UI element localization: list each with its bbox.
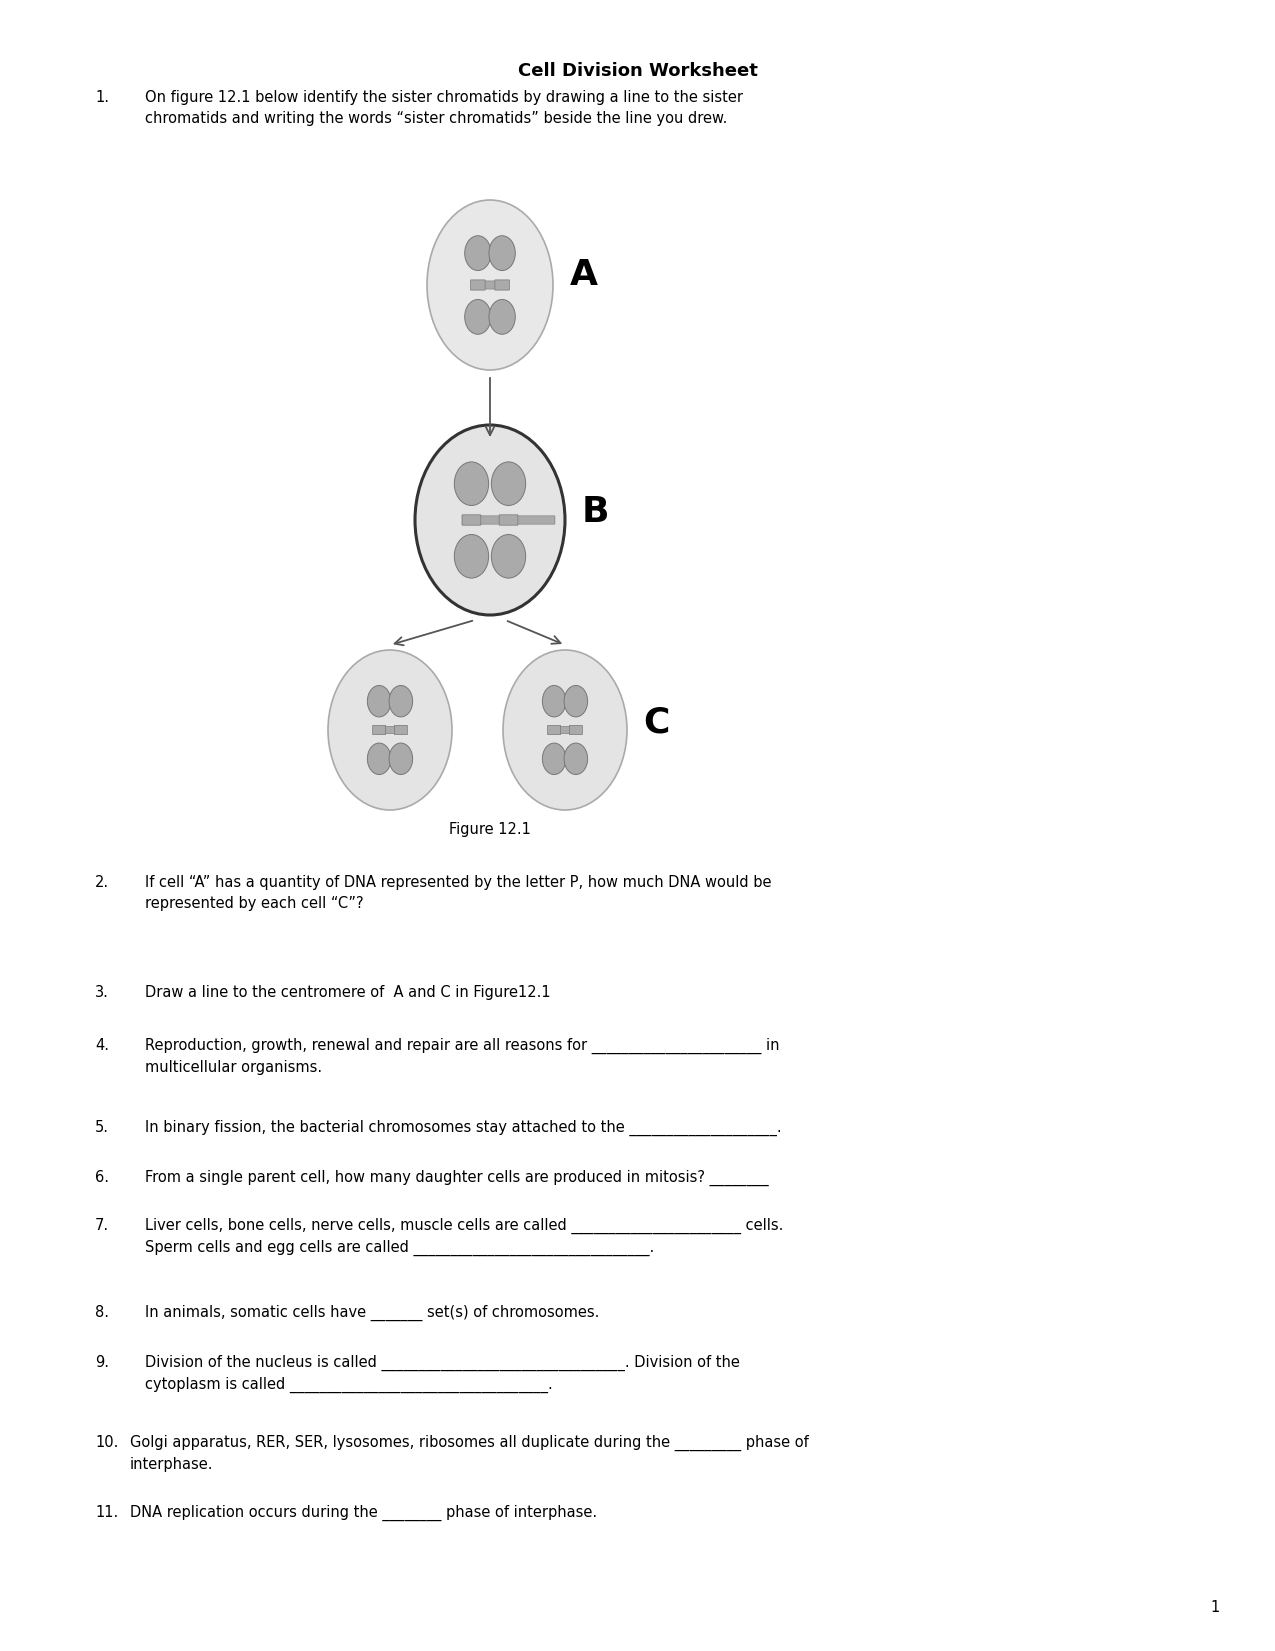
Text: From a single parent cell, how many daughter cells are produced in mitosis? ____: From a single parent cell, how many daug… <box>145 1171 769 1185</box>
Ellipse shape <box>504 650 627 811</box>
Text: 10.: 10. <box>96 1435 119 1450</box>
Text: A: A <box>570 258 598 292</box>
Ellipse shape <box>491 462 525 505</box>
Text: DNA replication occurs during the ________ phase of interphase.: DNA replication occurs during the ______… <box>130 1506 597 1521</box>
Ellipse shape <box>564 685 588 717</box>
Text: 1.: 1. <box>96 91 108 106</box>
Ellipse shape <box>367 743 391 774</box>
Text: 4.: 4. <box>96 1038 108 1053</box>
Ellipse shape <box>464 236 491 271</box>
FancyBboxPatch shape <box>372 725 385 735</box>
Text: Reproduction, growth, renewal and repair are all reasons for ___________________: Reproduction, growth, renewal and repair… <box>145 1038 779 1075</box>
Text: If cell “A” has a quantity of DNA represented by the letter P, how much DNA woul: If cell “A” has a quantity of DNA repres… <box>145 875 771 911</box>
Ellipse shape <box>389 743 413 774</box>
Text: Figure 12.1: Figure 12.1 <box>449 822 530 837</box>
Text: 3.: 3. <box>96 986 108 1001</box>
FancyBboxPatch shape <box>500 515 518 525</box>
Text: 11.: 11. <box>96 1506 119 1521</box>
FancyBboxPatch shape <box>548 726 581 733</box>
Text: Liver cells, bone cells, nerve cells, muscle cells are called __________________: Liver cells, bone cells, nerve cells, mu… <box>145 1218 783 1256</box>
Ellipse shape <box>328 650 453 811</box>
Ellipse shape <box>414 424 565 616</box>
FancyBboxPatch shape <box>394 725 407 735</box>
Ellipse shape <box>427 200 553 370</box>
Text: Division of the nucleus is called _________________________________. Division of: Division of the nucleus is called ______… <box>145 1355 740 1393</box>
Ellipse shape <box>367 685 391 717</box>
FancyBboxPatch shape <box>374 726 407 733</box>
Ellipse shape <box>389 685 413 717</box>
Text: In animals, somatic cells have _______ set(s) of chromosomes.: In animals, somatic cells have _______ s… <box>145 1304 599 1321</box>
Ellipse shape <box>454 535 488 578</box>
Text: 8.: 8. <box>96 1304 108 1321</box>
Ellipse shape <box>542 685 566 717</box>
Text: On figure 12.1 below identify the sister chromatids by drawing a line to the sis: On figure 12.1 below identify the sister… <box>145 91 743 125</box>
Ellipse shape <box>564 743 588 774</box>
Text: 5.: 5. <box>96 1119 108 1134</box>
FancyBboxPatch shape <box>472 281 509 289</box>
FancyBboxPatch shape <box>462 515 481 525</box>
Text: In binary fission, the bacterial chromosomes stay attached to the ______________: In binary fission, the bacterial chromos… <box>145 1119 782 1136</box>
Text: Golgi apparatus, RER, SER, lysosomes, ribosomes all duplicate during the _______: Golgi apparatus, RER, SER, lysosomes, ri… <box>130 1435 808 1473</box>
FancyBboxPatch shape <box>570 725 583 735</box>
Text: C: C <box>643 705 669 740</box>
Text: 9.: 9. <box>96 1355 108 1370</box>
Text: Cell Division Worksheet: Cell Division Worksheet <box>518 63 757 79</box>
FancyBboxPatch shape <box>462 515 555 523</box>
FancyBboxPatch shape <box>470 281 484 291</box>
Ellipse shape <box>542 743 566 774</box>
Ellipse shape <box>488 299 515 334</box>
Text: 1: 1 <box>1211 1600 1220 1615</box>
Ellipse shape <box>488 236 515 271</box>
Ellipse shape <box>491 535 525 578</box>
Text: B: B <box>581 495 609 528</box>
Text: 2.: 2. <box>96 875 110 890</box>
Text: Draw a line to the centromere of  A and C in Figure12.1: Draw a line to the centromere of A and C… <box>145 986 551 1001</box>
Text: 7.: 7. <box>96 1218 110 1233</box>
FancyBboxPatch shape <box>548 725 561 735</box>
FancyBboxPatch shape <box>495 281 510 291</box>
Ellipse shape <box>454 462 488 505</box>
Text: 6.: 6. <box>96 1171 108 1185</box>
Ellipse shape <box>464 299 491 334</box>
